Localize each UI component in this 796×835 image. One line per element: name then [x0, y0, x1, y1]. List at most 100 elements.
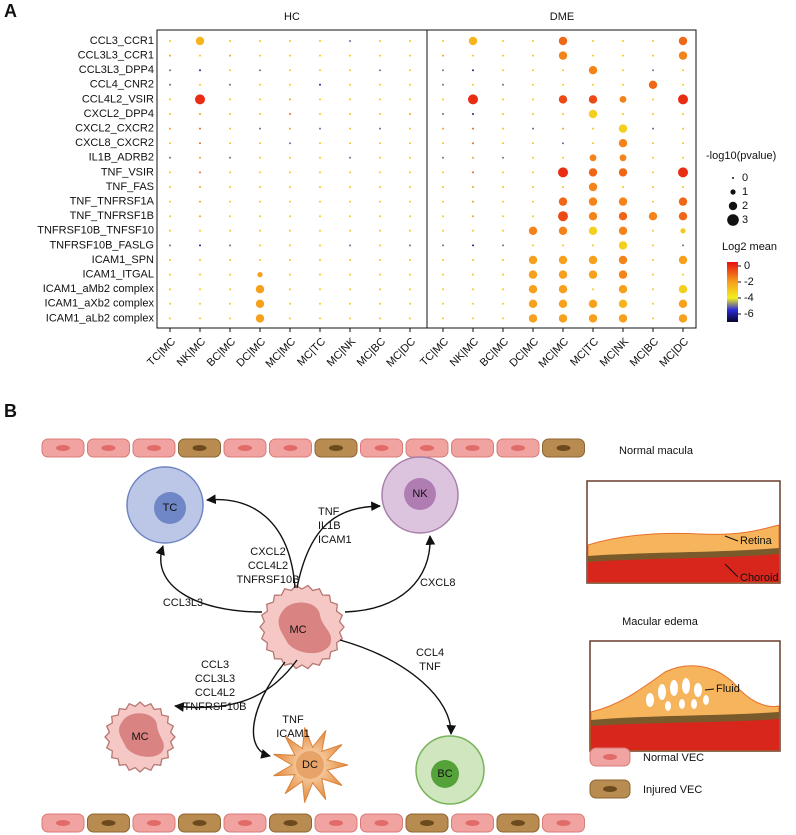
dot: [289, 142, 291, 145]
dot: [379, 288, 381, 291]
dot: [229, 259, 231, 261]
dot: [532, 171, 534, 174]
vec-nucleus: [238, 820, 252, 826]
dot: [618, 226, 628, 235]
dot: [442, 142, 444, 145]
dot: [682, 127, 684, 130]
dot: [652, 69, 654, 72]
dot: [379, 69, 381, 72]
dot: [409, 317, 411, 320]
dot: [229, 113, 231, 115]
legend-label: Injured VEC: [643, 784, 702, 796]
dot: [502, 273, 504, 276]
x-tick-label: MC|BC: [355, 336, 388, 369]
dot: [289, 83, 291, 86]
dot: [409, 171, 411, 174]
dot: [502, 113, 504, 115]
vec-nucleus: [101, 820, 116, 826]
dot: [618, 139, 628, 148]
dot: [199, 171, 201, 174]
dot: [472, 259, 474, 261]
dot: [622, 83, 624, 86]
dot: [319, 83, 321, 86]
dot: [349, 302, 351, 305]
dot: [652, 54, 654, 57]
dot: [502, 83, 504, 86]
dot: [678, 51, 688, 60]
dot: [169, 317, 171, 320]
dot: [532, 215, 534, 218]
dot: [289, 288, 291, 291]
dot: [259, 156, 261, 159]
vec-nucleus: [329, 445, 343, 451]
dot: [199, 142, 201, 145]
dot: [532, 244, 534, 247]
dot: [652, 200, 654, 203]
dot: [255, 285, 265, 294]
y-tick-label: TNF_TNFRSF1B: [70, 210, 154, 222]
dot: [592, 54, 594, 57]
macula-label: Retina: [740, 535, 773, 547]
dot: [682, 83, 684, 86]
x-tick-label: MC|DC: [657, 336, 691, 370]
size-legend-dot: [730, 189, 736, 195]
dot: [532, 127, 534, 130]
dot: [532, 156, 534, 159]
dot: [199, 113, 201, 115]
dot: [409, 215, 411, 218]
dot: [442, 83, 444, 86]
gene-label: CXCL8: [420, 577, 455, 589]
colorbar-tick-label: 0: [744, 260, 750, 272]
dot: [199, 244, 201, 247]
pointer: [724, 535, 739, 542]
dot: [502, 98, 504, 101]
mc-nucleus: [278, 602, 332, 654]
dot: [169, 273, 171, 276]
dot: [592, 83, 594, 86]
dot: [409, 69, 411, 72]
dot: [289, 317, 291, 320]
dot: [379, 83, 381, 86]
dot: [289, 200, 291, 203]
arrow: [174, 659, 298, 712]
arrow: [296, 501, 381, 589]
dot: [169, 40, 171, 42]
dot: [682, 113, 684, 115]
dot: [379, 40, 381, 42]
dot: [319, 156, 321, 159]
gene-label: TNF: [282, 714, 304, 726]
x-tick-label: BC|MC: [478, 336, 511, 369]
size-legend-label: 0: [742, 172, 748, 184]
dot: [472, 83, 474, 86]
dot: [678, 299, 688, 308]
dot: [558, 36, 568, 46]
dot: [588, 314, 598, 323]
dot: [349, 113, 351, 115]
dot: [169, 200, 171, 203]
dot: [652, 142, 654, 145]
dot: [169, 156, 171, 159]
size-legend-dot: [732, 177, 734, 179]
dot: [349, 259, 351, 261]
dot: [592, 127, 594, 130]
y-tick-label: CCL4L2_VSIR: [82, 93, 154, 105]
dot: [442, 273, 444, 276]
size-legend-label: 1: [742, 186, 748, 198]
dot: [349, 200, 351, 203]
x-tick-label: MC|MC: [536, 336, 571, 371]
dot: [229, 302, 231, 305]
dot: [319, 288, 321, 291]
colorbar-tick-label: -4: [744, 292, 754, 304]
vec-nucleus: [147, 445, 161, 451]
dot: [169, 186, 171, 188]
dot: [229, 171, 231, 174]
dot: [618, 299, 628, 308]
dot: [229, 83, 231, 86]
dot: [562, 186, 564, 188]
dot: [289, 171, 291, 174]
dot: [319, 142, 321, 145]
dot: [532, 40, 534, 42]
dot: [588, 299, 598, 308]
dot: [502, 288, 504, 291]
